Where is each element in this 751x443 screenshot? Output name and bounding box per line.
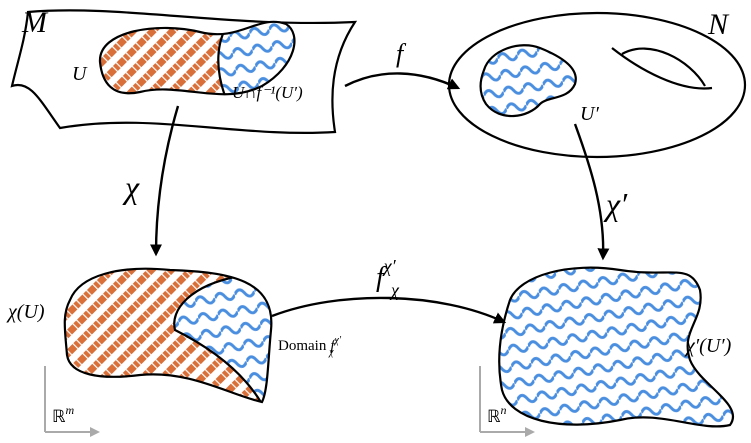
label-rm: ℝm: [52, 403, 74, 426]
label-text: χ′(U′): [684, 335, 732, 357]
label-u-prime: U′: [580, 103, 599, 125]
label-intersection: U∩f⁻¹(U′): [232, 83, 303, 102]
label-rn: ℝn: [487, 403, 506, 426]
label-text: Domain: [278, 338, 327, 354]
label-text: χ: [389, 280, 400, 300]
label-text: N: [707, 8, 730, 41]
label-chi: χ: [122, 169, 140, 205]
label-chi-prime-u-prime: χ′(U′): [684, 335, 732, 357]
arrow-chi-prime: [575, 124, 603, 258]
label-text: n: [500, 403, 506, 417]
label-text: ℝ: [487, 407, 501, 426]
arrow-f: [345, 73, 458, 88]
label-f: f: [396, 39, 407, 68]
diagram: M N U U∩f⁻¹(U′) f U′ χ χ′ fχ′χ χ(U) Doma…: [0, 0, 751, 443]
label-chi-prime: χ′: [603, 186, 628, 222]
label-text: U∩f⁻¹(U′): [232, 83, 303, 102]
label-text: χ: [122, 169, 140, 205]
label-transition: fχ′χ: [376, 256, 400, 300]
label-u: U: [72, 63, 88, 85]
label-text: χ(U): [6, 301, 45, 323]
label-n: N: [707, 8, 730, 41]
arrow-chi: [156, 106, 178, 254]
label-text: χ: [328, 347, 334, 358]
torus-hole: [612, 48, 712, 88]
label-text: f: [396, 39, 407, 68]
label-text: χ′: [382, 256, 397, 276]
set-u-prime: [481, 45, 576, 116]
label-m: M: [21, 6, 49, 39]
arrow-transition: [272, 298, 504, 322]
label-text: χ′: [603, 186, 628, 222]
label-text: M: [21, 6, 49, 39]
label-chi-u: χ(U): [6, 301, 45, 323]
label-text: U′: [580, 103, 599, 125]
page: M N U U∩f⁻¹(U′) f U′ χ χ′ fχ′χ χ(U) Doma…: [0, 0, 751, 443]
label-text: ℝ: [52, 407, 66, 426]
label-text: U: [72, 63, 88, 85]
label-text: m: [65, 403, 74, 417]
label-text: χ′: [334, 335, 342, 346]
